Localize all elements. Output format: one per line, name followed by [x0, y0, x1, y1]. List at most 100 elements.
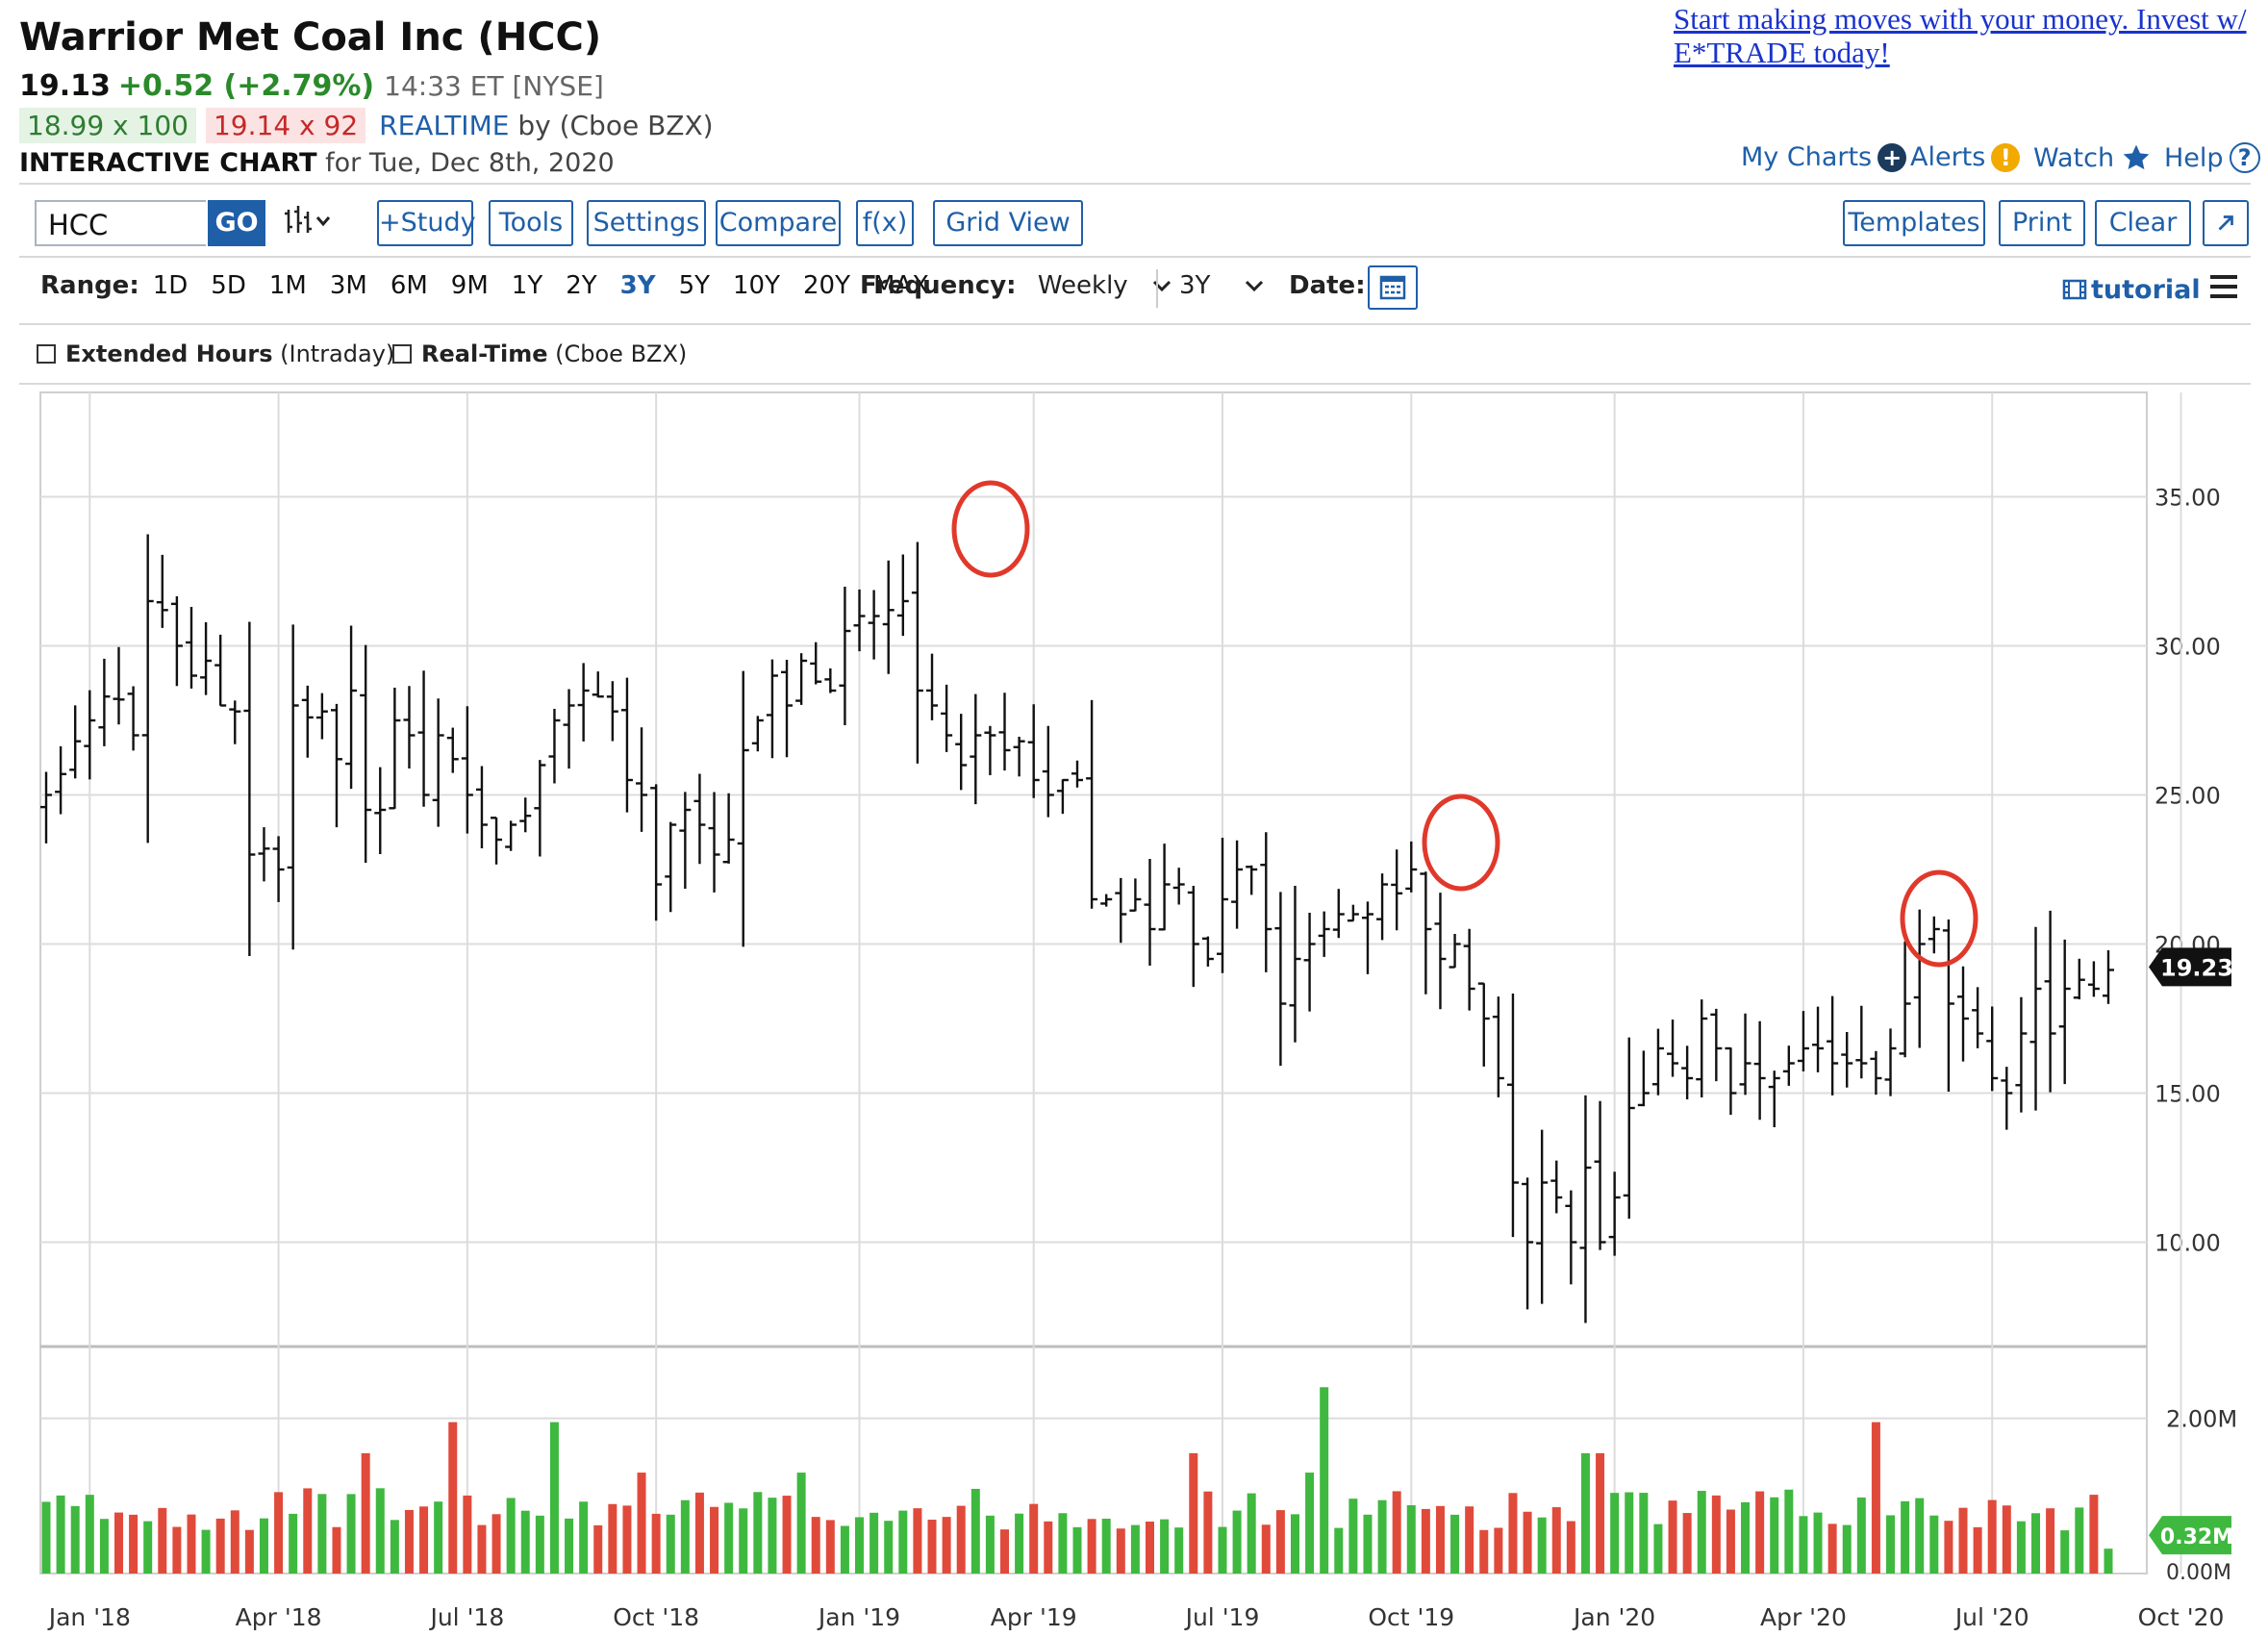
volume-bar[interactable] — [1566, 1521, 1575, 1574]
volume-bar[interactable] — [1087, 1519, 1096, 1574]
extended-hours-option[interactable]: Extended Hours (Intraday) — [37, 340, 394, 367]
volume-bar[interactable] — [1465, 1506, 1474, 1574]
range-option-5y[interactable]: 5Y — [678, 271, 711, 300]
clear-button[interactable]: Clear — [2095, 200, 2191, 246]
volume-bar[interactable] — [201, 1529, 211, 1574]
volume-bar[interactable] — [1682, 1513, 1692, 1574]
volume-bar[interactable] — [768, 1498, 777, 1574]
volume-bar[interactable] — [404, 1509, 414, 1574]
volume-bar[interactable] — [1363, 1514, 1373, 1574]
volume-bar[interactable] — [1799, 1516, 1808, 1574]
volume-bar[interactable] — [884, 1521, 894, 1574]
volume-bar[interactable] — [1247, 1493, 1256, 1574]
symbol-input[interactable]: HCC — [35, 200, 206, 246]
volume-bar[interactable] — [970, 1488, 980, 1574]
volume-bar[interactable] — [2002, 1505, 2011, 1574]
volume-bar[interactable] — [1130, 1524, 1140, 1574]
checkbox-icon[interactable] — [37, 344, 56, 364]
volume-bar[interactable] — [1958, 1507, 1968, 1574]
volume-bar[interactable] — [1320, 1387, 1329, 1574]
volume-bar[interactable] — [41, 1501, 51, 1574]
volume-bar[interactable] — [1334, 1527, 1344, 1574]
range-option-3y[interactable]: 3Y — [619, 271, 656, 300]
volume-bar[interactable] — [724, 1502, 734, 1574]
volume-bar[interactable] — [1842, 1524, 1852, 1574]
volume-bar[interactable] — [434, 1501, 443, 1574]
volume-bar[interactable] — [1494, 1527, 1503, 1574]
volume-bar[interactable] — [303, 1488, 313, 1574]
volume-bar[interactable] — [506, 1498, 516, 1574]
volume-bar[interactable] — [1377, 1499, 1387, 1574]
menu-icon[interactable] — [2210, 275, 2237, 304]
volume-bar[interactable] — [680, 1499, 690, 1574]
volume-bar[interactable] — [332, 1526, 341, 1574]
bar-type-selector[interactable] — [283, 204, 337, 246]
print-button[interactable]: Print — [1999, 200, 2085, 246]
tutorial-link[interactable]: tutorial — [2062, 275, 2201, 305]
volume-bar[interactable] — [2060, 1530, 2070, 1574]
volume-bar[interactable] — [1290, 1514, 1299, 1574]
volume-bar[interactable] — [2104, 1549, 2113, 1574]
volume-bar[interactable] — [520, 1510, 530, 1574]
volume-bar[interactable] — [1015, 1513, 1024, 1574]
volume-bar[interactable] — [1116, 1528, 1125, 1574]
help-link[interactable]: Help ? — [2164, 142, 2260, 173]
volume-bar[interactable] — [666, 1514, 675, 1574]
volume-bar[interactable] — [637, 1473, 646, 1574]
volume-bar[interactable] — [99, 1519, 109, 1574]
period-selector[interactable]: 3Y — [1179, 271, 1265, 300]
settings-button[interactable]: Settings — [587, 200, 706, 246]
volume-bar[interactable] — [230, 1510, 239, 1574]
volume-bar[interactable] — [1072, 1526, 1082, 1574]
volume-bar[interactable] — [1784, 1489, 1794, 1574]
volume-bar[interactable] — [477, 1524, 487, 1574]
volume-bar[interactable] — [694, 1492, 704, 1574]
volume-bar[interactable] — [85, 1495, 94, 1574]
volume-bar[interactable] — [622, 1505, 632, 1574]
volume-bar[interactable] — [1450, 1514, 1460, 1574]
volume-bar[interactable] — [2075, 1507, 2084, 1574]
etrade-ad-link[interactable]: Start making moves with your money. Inve… — [1674, 2, 2247, 69]
range-option-6m[interactable]: 6M — [390, 271, 428, 300]
volume-bar[interactable] — [1029, 1503, 1039, 1574]
checkbox-icon[interactable] — [392, 344, 412, 364]
volume-bar[interactable] — [1232, 1510, 1242, 1574]
volume-bar[interactable] — [1348, 1498, 1358, 1574]
volume-bar[interactable] — [1189, 1452, 1198, 1574]
volume-bar[interactable] — [1915, 1498, 1925, 1574]
volume-bar[interactable] — [158, 1507, 167, 1574]
volume-bar[interactable] — [1218, 1526, 1227, 1574]
volume-bar[interactable] — [259, 1518, 268, 1574]
volume-bar[interactable] — [143, 1521, 153, 1574]
grid-view-button[interactable]: Grid View — [933, 200, 1083, 246]
realtime-link[interactable]: REALTIME — [379, 110, 510, 141]
volume-bar[interactable] — [1871, 1422, 1880, 1574]
volume-bar[interactable] — [1275, 1510, 1285, 1574]
volume-bar[interactable] — [608, 1503, 617, 1574]
volume-bar[interactable] — [1596, 1452, 1605, 1574]
volume-bar[interactable] — [549, 1422, 559, 1574]
range-option-10y[interactable]: 10Y — [733, 271, 780, 300]
alerts-link[interactable]: Alerts ! — [1910, 142, 2021, 172]
volume-bar[interactable] — [113, 1512, 123, 1574]
volume-bar[interactable] — [215, 1518, 225, 1574]
tools-button[interactable]: Tools — [489, 200, 573, 246]
volume-bar[interactable] — [1392, 1491, 1401, 1574]
volume-bar[interactable] — [1697, 1491, 1706, 1574]
volume-bar[interactable] — [1973, 1526, 1982, 1574]
volume-bar[interactable] — [1886, 1515, 1896, 1574]
volume-bar[interactable] — [535, 1515, 544, 1574]
volume-bar[interactable] — [1508, 1493, 1518, 1574]
frequency-selector[interactable]: Frequency: Weekly — [860, 271, 1172, 300]
volume-bar[interactable] — [419, 1506, 429, 1574]
volume-bar[interactable] — [2089, 1495, 2099, 1574]
range-option-5d[interactable]: 5D — [211, 271, 246, 300]
volume-bar[interactable] — [796, 1473, 806, 1574]
volume-bar[interactable] — [1610, 1493, 1620, 1574]
volume-bar[interactable] — [491, 1514, 501, 1574]
volume-bar[interactable] — [1813, 1512, 1823, 1574]
volume-bar[interactable] — [1160, 1519, 1170, 1574]
volume-bar[interactable] — [1551, 1507, 1561, 1574]
volume-bar[interactable] — [1625, 1492, 1634, 1574]
volume-bar[interactable] — [463, 1495, 472, 1574]
